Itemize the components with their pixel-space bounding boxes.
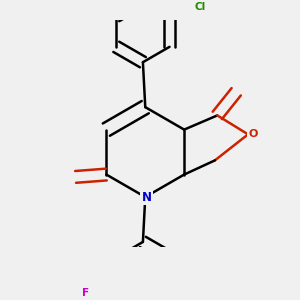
Text: O: O — [248, 129, 257, 139]
Text: N: N — [142, 190, 152, 203]
Text: F: F — [82, 288, 89, 298]
Text: Cl: Cl — [195, 2, 206, 12]
